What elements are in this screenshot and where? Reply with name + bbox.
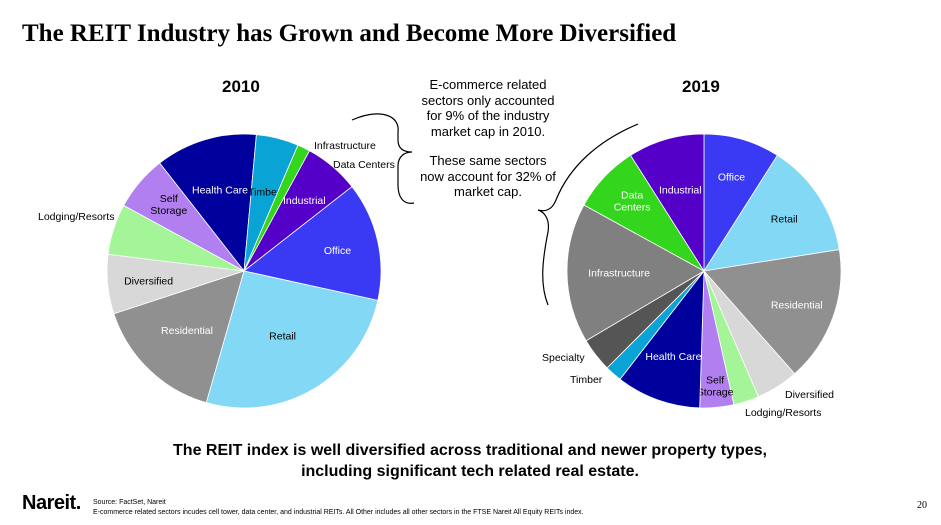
slice-2019-health-care [619, 269, 705, 409]
callout-2019-text: These same sectors now account for 32% o… [420, 153, 556, 199]
slice-2019-industrial [630, 133, 705, 273]
label-2019-lodging-resorts: Lodging/Resorts [745, 407, 821, 419]
callout-2010-text: E-commerce related sectors only accounte… [421, 77, 555, 139]
brace-2010 [351, 113, 415, 204]
label-2019-health-care: Health Care [645, 351, 701, 363]
label-2019-residential: Residential [771, 299, 823, 311]
label-2019-timber: Timber [570, 374, 603, 386]
page-title: The REIT Industry has Grown and Become M… [22, 20, 677, 47]
source-line: Source: FactSet, Nareit [93, 499, 166, 506]
footnote-line: E-commerce related sectors incudes cell … [93, 509, 584, 516]
label-2010-office: Office [324, 245, 351, 257]
label-2019-diversified: Diversified [785, 389, 834, 401]
pie-2010: Health Care Timber Data Centers Industrial O… [38, 133, 395, 409]
label-2019-infrastructure: Infrastructure [588, 267, 650, 279]
chart-title-2010: 2010 [222, 77, 260, 96]
nareit-logo: Nareit. [22, 492, 81, 514]
slice-2019-retail [703, 154, 840, 272]
slice-2010-health-care [159, 133, 257, 273]
label-2019-specialty: Specialty [542, 352, 585, 364]
label-2010-lodging-resorts: Lodging/Resorts [38, 211, 114, 223]
pie-2019: Office Retail Residential Diversified Lodgin… [542, 133, 842, 419]
slice-2019-infrastructure [566, 204, 705, 342]
slice-2010-office [243, 186, 382, 301]
chart-title-2019: 2019 [682, 77, 720, 96]
slice-2010-residential [113, 270, 245, 404]
label-2019-retail: Retail [771, 213, 798, 225]
label-2010-infrastructure: Infrastructure [314, 140, 376, 152]
page-number: 20 [917, 500, 927, 511]
brace-2019 [537, 123, 639, 306]
label-2019-office: Office [718, 171, 745, 183]
label-2010-residential: Residential [161, 325, 213, 337]
label-2010-self-storage: Self Storage [150, 193, 187, 217]
slice-2010-self-storage [123, 162, 245, 272]
label-2010-health-care: Health Care [192, 185, 248, 197]
takeaway-text: The REIT index is well diversified acros… [173, 442, 767, 480]
source-note: Source: FactSet, Nareit E-commerce relat… [93, 498, 584, 518]
label-2019-industrial: Industrial [659, 184, 702, 196]
label-2010-data-centers: Data Centers [333, 159, 395, 171]
label-2019-self-storage: Self Storage [697, 374, 734, 398]
ecommerce-callout: E-commerce related sectors only accounte… [418, 77, 558, 200]
slice-2019-residential [703, 249, 842, 375]
label-2010-industrial: Industrial [283, 195, 326, 207]
label-2019-data-centers: Data Centers [614, 190, 651, 214]
slice-2010-retail [205, 270, 379, 409]
label-2010-timber: Timber [248, 186, 281, 198]
label-2010-retail: Retail [269, 331, 296, 343]
label-2010-diversified: Diversified [124, 275, 173, 287]
